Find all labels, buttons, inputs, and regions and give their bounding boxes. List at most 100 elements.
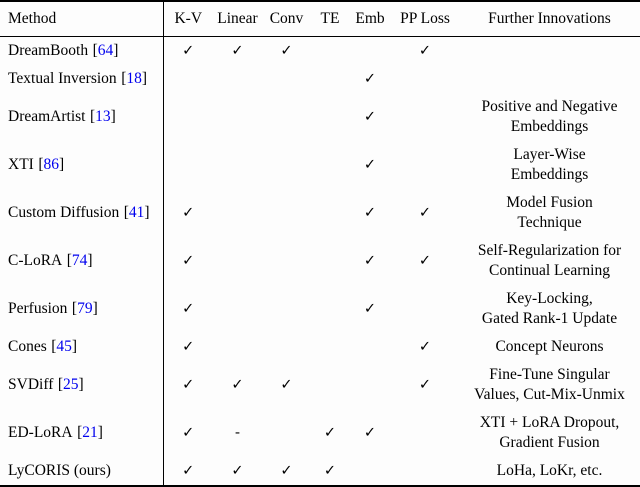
citation: [45] <box>51 338 77 355</box>
check-cell-te: ✓ <box>323 425 337 441</box>
bracket-close: ] <box>97 424 103 441</box>
citation-link[interactable]: 45 <box>56 338 72 355</box>
bracket-open: [ <box>89 108 96 125</box>
citation: [41] <box>124 204 150 221</box>
citation-link[interactable]: 74 <box>71 252 88 269</box>
method-cell: XTI [86] <box>0 141 164 189</box>
check-cell-emb: ✓ <box>363 71 377 87</box>
check-cell-emb: ✓ <box>363 205 377 221</box>
check-cell-linear <box>213 237 262 285</box>
check-cell-kv <box>163 65 213 93</box>
check-cell-conv <box>262 65 311 93</box>
check-cell-te: ✓ <box>323 463 337 479</box>
citation-link[interactable]: 79 <box>77 300 93 317</box>
citation-link[interactable]: 21 <box>82 424 98 441</box>
check-cell-conv <box>262 285 311 333</box>
bracket-close: ] <box>141 70 148 87</box>
further-cell: LoHa, LoKr, etc. <box>496 462 603 479</box>
citation: [64] <box>93 42 119 59</box>
table-row: DreamBooth [64] ✓ ✓ ✓ ✓ <box>0 36 640 66</box>
citation: [79] <box>72 300 98 317</box>
method-name: Textual Inversion <box>8 70 117 87</box>
check-cell-pp-loss: ✓ <box>418 43 432 59</box>
check-cell-kv: ✓ <box>182 339 195 355</box>
check-cell-pp-loss <box>391 93 459 141</box>
citation-link[interactable]: 25 <box>63 376 79 393</box>
check-cell-emb: ✓ <box>363 253 377 269</box>
check-cell-emb <box>349 457 391 486</box>
citation-link[interactable]: 13 <box>95 108 111 125</box>
column-header-kv: K-V <box>163 1 213 37</box>
bracket-open: [ <box>123 204 129 221</box>
check-cell-kv: ✓ <box>182 253 195 269</box>
further-cell <box>459 65 640 93</box>
check-cell-pp-loss <box>391 457 459 486</box>
check-cell-pp-loss: ✓ <box>418 205 432 221</box>
bracket-open: [ <box>38 156 44 173</box>
check-cell-linear <box>213 93 262 141</box>
column-header-pp-loss: PP Loss <box>391 1 459 37</box>
check-cell-te <box>311 361 349 409</box>
further-cell: Fine-Tune Singular Values, Cut-Mix-Unmix <box>474 366 625 403</box>
column-header-method: Method <box>0 1 164 37</box>
check-cell-pp-loss: ✓ <box>418 377 432 393</box>
method-cell: Perfusion [79] <box>0 285 164 333</box>
citation-link[interactable]: 64 <box>97 42 114 59</box>
check-cell-linear <box>213 333 262 361</box>
table-row: LyCORIS (ours)[] ✓ ✓ ✓ ✓ LoHa, LoKr, etc… <box>0 457 640 486</box>
further-cell: Concept Neurons <box>495 338 604 355</box>
method-name: SVDiff <box>8 376 54 393</box>
header-row: Method K-V Linear Conv TE Emb PP Loss Fu… <box>0 1 640 37</box>
check-cell-kv: ✓ <box>182 205 195 221</box>
citation-link[interactable]: 41 <box>128 204 145 221</box>
bracket-open: [ <box>57 376 64 393</box>
method-name: DreamArtist <box>8 108 86 125</box>
check-cell-kv: ✓ <box>182 463 195 479</box>
check-cell-linear: ✓ <box>231 377 244 393</box>
check-cell-kv: ✓ <box>182 377 195 393</box>
check-cell-emb: ✓ <box>363 157 377 173</box>
column-header-further-innovations: Further Innovations <box>459 1 640 37</box>
check-cell-te <box>311 285 349 333</box>
citation-link[interactable]: 18 <box>126 70 142 87</box>
method-name: ED-LoRA <box>8 424 73 441</box>
check-cell-emb: ✓ <box>363 425 377 441</box>
check-cell-pp-loss <box>391 65 459 93</box>
bracket-open: [ <box>71 300 78 317</box>
further-cell: Positive and Negative Embeddings <box>481 98 618 135</box>
check-cell-pp-loss <box>391 409 459 457</box>
further-cell <box>459 37 640 66</box>
check-cell-pp-loss <box>391 141 459 189</box>
check-cell-linear: ✓ <box>231 463 244 479</box>
method-cell: C-LoRA [74] <box>0 237 164 285</box>
check-cell-kv: ✓ <box>182 425 195 441</box>
check-cell-emb <box>349 361 391 409</box>
column-header-emb: Emb <box>349 1 391 37</box>
check-cell-conv <box>262 189 311 237</box>
method-cell: LyCORIS (ours)[] <box>0 457 164 486</box>
further-cell: Model Fusion Technique <box>506 194 593 231</box>
method-name: C-LoRA <box>8 252 63 269</box>
check-cell-te <box>311 189 349 237</box>
column-header-linear: Linear <box>213 1 262 37</box>
citation: [25] <box>58 376 84 393</box>
method-name: DreamBooth <box>8 42 89 59</box>
method-cell: SVDiff [25] <box>0 361 164 409</box>
method-name: Cones <box>8 338 47 355</box>
check-cell-conv <box>262 141 311 189</box>
method-cell: Textual Inversion [18] <box>0 65 164 93</box>
bracket-open: [ <box>77 424 83 441</box>
check-cell-kv <box>163 141 213 189</box>
check-cell-linear <box>213 285 262 333</box>
citation-link[interactable]: 86 <box>43 156 60 173</box>
method-name: LyCORIS (ours) <box>8 462 111 479</box>
check-cell-te <box>311 237 349 285</box>
table-row: C-LoRA [74] ✓ ✓ ✓ Self-Regularization for… <box>0 237 640 285</box>
bracket-open: [ <box>92 42 98 59</box>
check-cell-pp-loss <box>391 285 459 333</box>
table-row: Cones [45] ✓ ✓ Concept Neurons <box>0 333 640 361</box>
bracket-close: ] <box>144 204 150 221</box>
check-cell-kv: ✓ <box>182 301 195 317</box>
method-cell: DreamBooth [64] <box>0 36 164 65</box>
